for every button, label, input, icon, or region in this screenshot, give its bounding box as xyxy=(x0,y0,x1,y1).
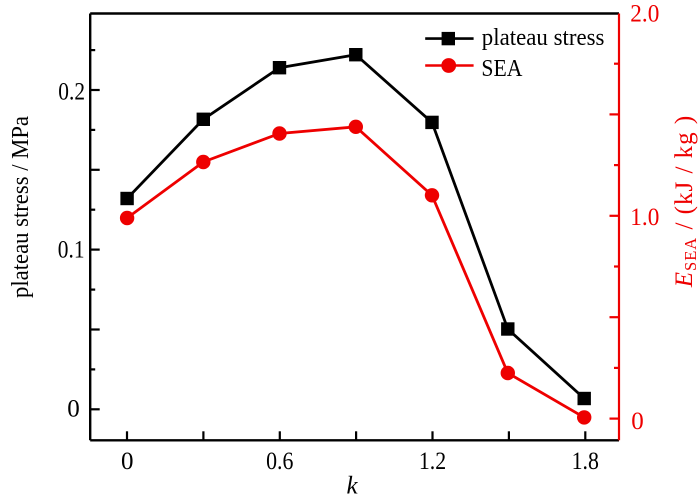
svg-text:1.8: 1.8 xyxy=(572,448,599,475)
svg-text:0: 0 xyxy=(121,448,134,475)
svg-text:0.1: 0.1 xyxy=(58,237,85,264)
svg-text:plateau stress: plateau stress xyxy=(482,25,605,51)
svg-text:ESEA / (kJ / kg ): ESEA / (kJ / kg ) xyxy=(671,115,700,288)
svg-text:0: 0 xyxy=(67,396,80,423)
svg-text:0: 0 xyxy=(631,408,644,435)
svg-text:2.0: 2.0 xyxy=(630,0,659,27)
svg-text:1.2: 1.2 xyxy=(419,448,446,475)
svg-text:0.6: 0.6 xyxy=(266,448,293,475)
svg-text:0.2: 0.2 xyxy=(58,79,85,106)
svg-text:SEA: SEA xyxy=(481,56,523,82)
svg-text:1.0: 1.0 xyxy=(630,204,659,231)
svg-text:k: k xyxy=(346,473,358,500)
svg-text:plateau stress / MPa: plateau stress / MPa xyxy=(8,116,34,298)
